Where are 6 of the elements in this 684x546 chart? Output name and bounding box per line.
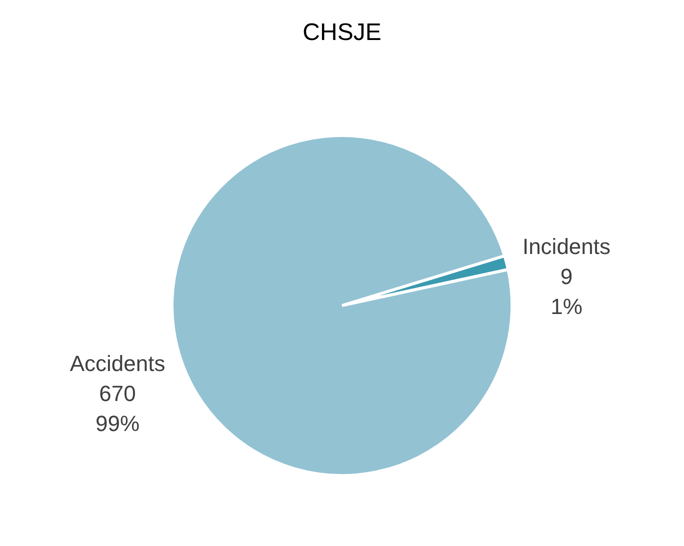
slice-label: Incidents bbox=[522, 234, 611, 259]
pie-slice bbox=[170, 134, 514, 477]
data-label: 670 99% bbox=[95, 381, 140, 436]
chart-title: CHSJE bbox=[302, 19, 382, 46]
slice-label: Accidents bbox=[70, 351, 166, 376]
data-label: 9 1% bbox=[550, 264, 582, 319]
